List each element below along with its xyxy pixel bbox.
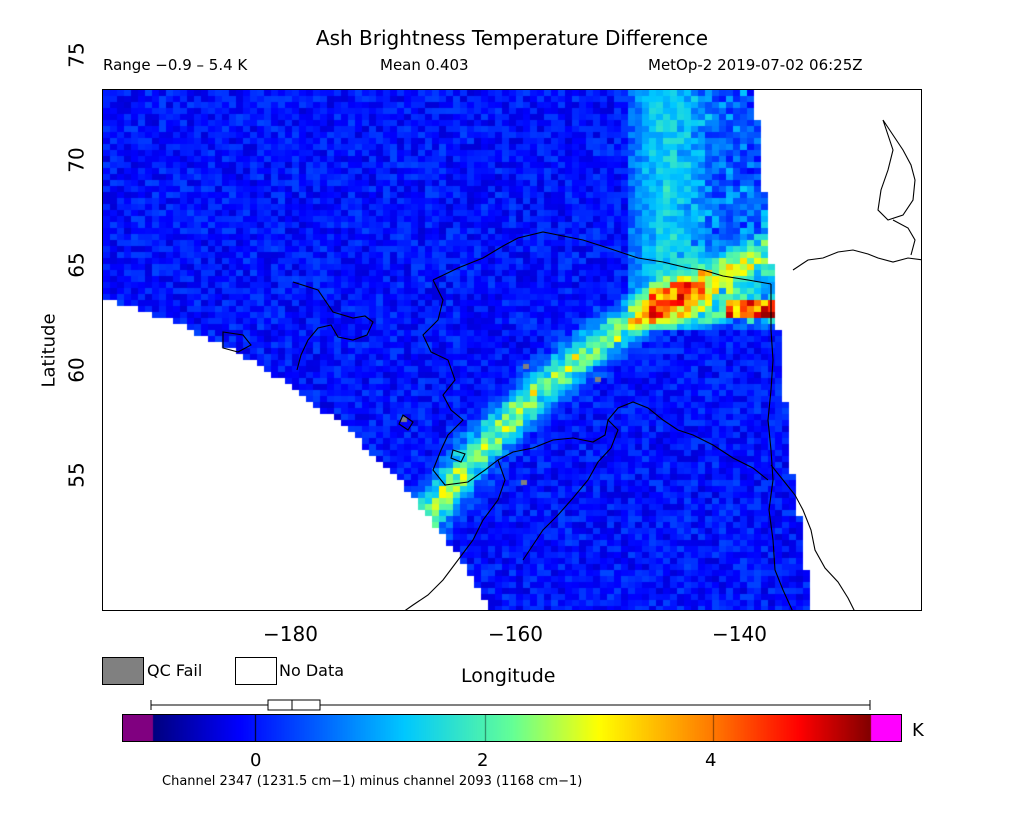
colorbar-gradient (123, 715, 901, 741)
no-data-swatch (235, 657, 277, 685)
canada-coastline (770, 119, 921, 610)
range-text: Range −0.9 – 5.4 K (103, 56, 248, 74)
qc-fail-label: QC Fail (147, 661, 203, 680)
latitude-axis-title: Latitude (38, 313, 60, 388)
no-data-label: No Data (279, 661, 345, 680)
lat-tick-65: 65 (64, 252, 89, 278)
channel-note: Channel 2347 (1231.5 cm−1) minus channel… (162, 774, 583, 789)
lat-tick-60: 60 (64, 357, 89, 383)
lat-tick-70: 70 (64, 147, 89, 173)
coastline-overlay (222, 119, 921, 610)
distribution-boxplot (150, 699, 871, 711)
lat-tick-75: 75 (64, 42, 89, 68)
colorbar-unit: K (912, 720, 924, 741)
colorbar (122, 714, 902, 742)
mean-text: Mean 0.403 (380, 56, 469, 74)
longitude-axis-title: Longitude (461, 665, 556, 687)
lat-tick-55: 55 (64, 462, 89, 488)
colorbar-tick-4: 4 (705, 750, 717, 771)
colorbar-tick-0: 0 (250, 750, 262, 771)
lon-tick-minus160: −160 (488, 622, 543, 646)
map-plot-area[interactable] (102, 89, 922, 611)
lon-tick-minus180: −180 (263, 622, 318, 646)
map-title: Ash Brightness Temperature Difference (315, 26, 709, 50)
satellite-timestamp: MetOp-2 2019-07-02 06:25Z (648, 56, 863, 74)
alaska-coastline (222, 231, 793, 610)
qc-fail-swatch (102, 657, 144, 685)
colorbar-tick-2: 2 (477, 750, 489, 771)
brightness-temperature-swath (103, 90, 921, 610)
lon-tick-minus140: −140 (712, 622, 767, 646)
